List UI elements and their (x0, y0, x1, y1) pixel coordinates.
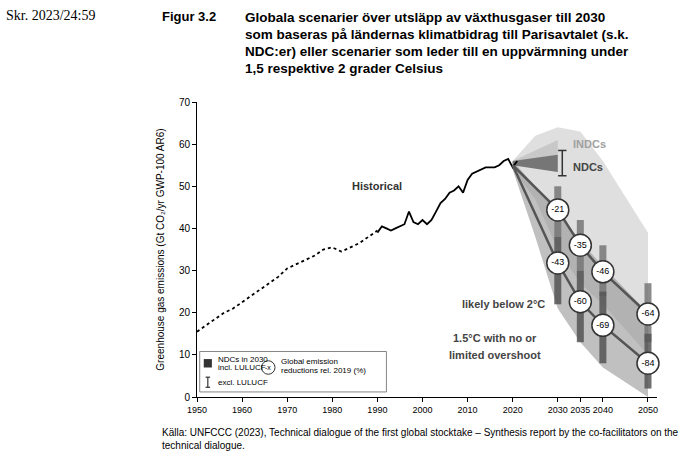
svg-text:20: 20 (179, 307, 191, 318)
svg-text:-43: -43 (551, 257, 564, 267)
html-text:Globala scenarier över utsläpp: Globala scenarier över utsläpp av växthu… (245, 10, 606, 25)
svg-text:1990: 1990 (367, 405, 387, 415)
svg-text:2010: 2010 (458, 405, 478, 415)
html-text:1,5 respektive 2 grader Celsiu: 1,5 respektive 2 grader Celsius (245, 61, 444, 76)
svg-text:50: 50 (179, 181, 191, 192)
svg-text:40: 40 (179, 223, 191, 234)
svg-text:NDCs in 2030: NDCs in 2030 (218, 355, 268, 364)
svg-text:-21: -21 (551, 204, 564, 214)
svg-text:-x: -x (265, 364, 271, 371)
svg-text:-84: -84 (641, 358, 654, 368)
svg-text:limited overshoot: limited overshoot (449, 349, 541, 361)
svg-text:10: 10 (179, 349, 191, 360)
svg-text:INDCs: INDCs (573, 138, 606, 150)
svg-text:-64: -64 (641, 308, 654, 318)
svg-text:Historical: Historical (352, 180, 402, 192)
svg-text:2020: 2020 (503, 405, 523, 415)
svg-text:2050: 2050 (638, 405, 658, 415)
svg-text:likely below 2°C: likely below 2°C (462, 298, 545, 310)
svg-text:-35: -35 (574, 240, 587, 250)
svg-text:excl. LULUCF: excl. LULUCF (218, 378, 268, 387)
svg-text:70: 70 (179, 97, 191, 108)
svg-text:NDCs: NDCs (573, 161, 603, 173)
svg-text:2040: 2040 (593, 405, 613, 415)
html-text:Figur 3.2: Figur 3.2 (162, 9, 217, 24)
html-text:NDC:er) eller scenarier som le: NDC:er) eller scenarier som leder till e… (245, 44, 629, 59)
svg-text:60: 60 (179, 139, 191, 150)
svg-text:1980: 1980 (322, 405, 342, 415)
svg-text:2000: 2000 (412, 405, 432, 415)
svg-text:incl. LULUCF: incl. LULUCF (218, 363, 266, 372)
svg-text:-69: -69 (596, 320, 609, 330)
svg-text:-60: -60 (574, 296, 587, 306)
html-text:som baseras på ländernas klima: som baseras på ländernas klimatbidrag ti… (245, 27, 629, 42)
svg-text:30: 30 (179, 265, 191, 276)
svg-text:1950: 1950 (187, 405, 207, 415)
svg-text:1960: 1960 (232, 405, 252, 415)
svg-text:-46: -46 (596, 266, 609, 276)
svg-text:2030: 2030 (548, 405, 568, 415)
svg-text:Greenhouse gas emissions (Gt C: Greenhouse gas emissions (Gt CO₂/yr GWP-… (155, 128, 166, 370)
html-text:Skr. 2023/24:59: Skr. 2023/24:59 (6, 8, 96, 23)
svg-text:2035: 2035 (570, 405, 590, 415)
svg-text:1.5°C with no or: 1.5°C with no or (453, 332, 537, 344)
html-text:Källa: UNFCCC (2023), Technica: Källa: UNFCCC (2023), Technical dialogue… (162, 427, 679, 451)
svg-text:Global emission: Global emission (281, 357, 338, 366)
svg-text:0: 0 (184, 392, 190, 403)
svg-text:reductions rel. 2019 (%): reductions rel. 2019 (%) (281, 366, 366, 375)
svg-text:1970: 1970 (277, 405, 297, 415)
